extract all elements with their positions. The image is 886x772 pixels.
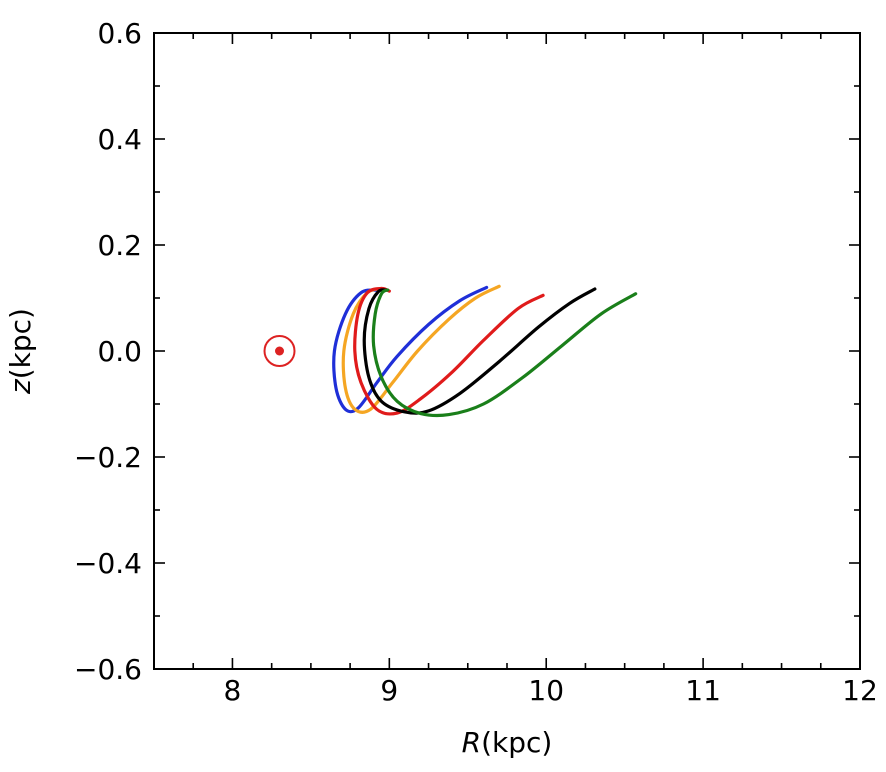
orbit-series-4	[362, 287, 597, 415]
plot-frame	[153, 32, 861, 670]
y-tick-label: 0.0	[97, 335, 142, 368]
x-tick-label: 8	[224, 674, 242, 707]
orbit-series-5	[371, 288, 638, 418]
x-axis-label-unit: (kpc)	[481, 726, 552, 759]
y-tick-label: −0.2	[74, 441, 142, 474]
sun-marker-dot	[275, 346, 285, 356]
series-layer	[332, 284, 638, 418]
axes-layer	[153, 32, 861, 670]
x-tick-label: 12	[842, 674, 878, 707]
x-tick-label: 10	[528, 674, 564, 707]
x-axis-label: R(kpc)	[462, 726, 553, 759]
sun-marker-layer	[263, 335, 296, 367]
ticks-layer	[153, 32, 861, 670]
y-axis-label-unit: (kpc)	[4, 308, 37, 379]
y-axis-label-symbol: z	[4, 378, 37, 395]
orbit-series-1	[332, 285, 489, 414]
y-axis-label: z(kpc)	[4, 308, 37, 395]
y-tick-label: 0.2	[97, 229, 142, 262]
orbit-series-3	[353, 286, 545, 416]
sun-marker-ring	[263, 335, 296, 367]
x-axis-label-symbol: R	[462, 726, 481, 759]
orbit-series-2	[341, 284, 501, 414]
y-tick-label: −0.4	[74, 547, 142, 580]
y-tick-label: 0.4	[97, 123, 142, 156]
x-tick-label: 11	[685, 674, 721, 707]
y-tick-label: −0.6	[74, 653, 142, 686]
x-tick-label: 9	[380, 674, 398, 707]
y-tick-label: 0.6	[97, 17, 142, 50]
tick-labels-layer: 8 9 10 11 12 −0.6 −0.4 −0.2 0.0 0.2 0.4 0.6	[74, 17, 878, 707]
